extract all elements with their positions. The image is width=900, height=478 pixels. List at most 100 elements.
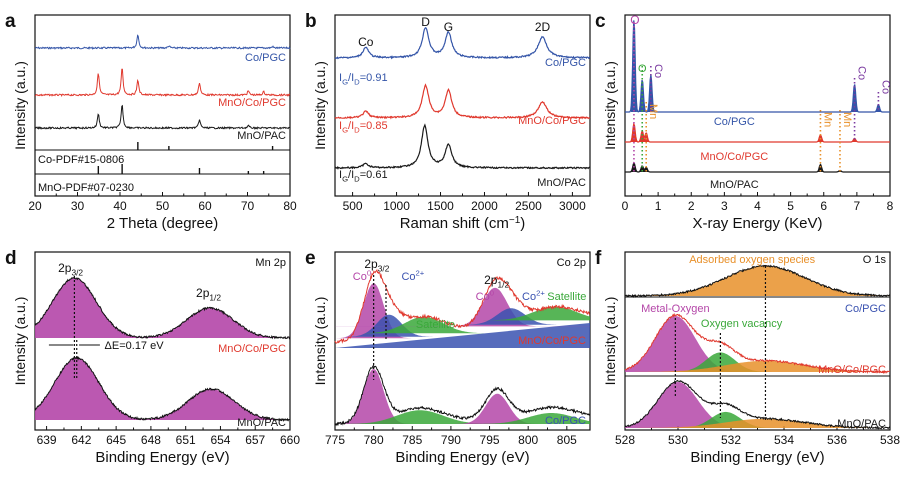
ratio-b-copgc-part: G: [342, 77, 348, 86]
co-p12: 2p1/2​: [484, 273, 509, 290]
co-co2-1: Co2+​: [401, 269, 424, 283]
raman-xlabel-a: Raman shift (cm: [400, 215, 509, 232]
label-a-mnopac: MnO/PAC: [237, 130, 286, 142]
label-d-mnocopgc: MnO/Co/PGC: [218, 343, 286, 355]
panel-e-xlabel: Binding Energy (eV): [395, 449, 529, 466]
el-c-mn-2: Mn: [821, 112, 833, 127]
panel-c-xtick-label: 2: [688, 199, 695, 213]
eds-spike: [639, 166, 646, 172]
eds-spike: [643, 167, 650, 172]
el-c-mn-1: Mn: [647, 104, 659, 119]
eds-spike: [851, 138, 858, 142]
el-c-o-2: O: [638, 63, 647, 75]
ratio-b-mnocopgc-part: G: [342, 125, 348, 134]
el-c-co-3: Co: [879, 80, 891, 94]
panel-d-ylabel: Intensity (a.u.): [12, 297, 28, 386]
co-co2-2: Co2+​: [522, 289, 545, 303]
ratio-b-mnocopgc-part: /I: [348, 120, 354, 132]
el-c-co-1: Co: [652, 64, 664, 78]
eds-spike: [639, 79, 646, 112]
ratio-b-copgc-part: =0.91: [360, 72, 388, 84]
panel-d-xlabel: Binding Energy (eV): [95, 449, 229, 466]
panel-a-xlabel: 2 Theta (degree): [107, 215, 218, 232]
label-f-copgc: Co/PGC: [845, 303, 886, 315]
mn-peak12-label: 2p1/2​: [196, 286, 221, 303]
panel-d-xtick-label: 654: [210, 433, 230, 447]
panel-f-letter: f: [595, 248, 602, 269]
label-e-mnocopgc: MnO/Co/PGC: [518, 335, 586, 347]
o-bot-fill-0: [625, 382, 890, 428]
label-c-mnocopgc: MnO/Co/PGC: [700, 151, 768, 163]
panel-d-frame: [34, 251, 291, 431]
o-top-fill: [625, 266, 890, 296]
label-c-mnopac: MnO/PAC: [710, 179, 759, 191]
panel-b-xtick-label: 500: [343, 199, 363, 213]
panel-f-xtick-label: 538: [880, 433, 900, 447]
o-metal-oxygen-label: Metal-Oxygen: [641, 303, 709, 315]
mn-corner: Mn 2p: [255, 257, 286, 269]
panel-d-xtick-label: 645: [106, 433, 126, 447]
eds-line-0: [625, 20, 890, 113]
co-satellite-1: Satellite: [416, 319, 455, 331]
mn-fill-1-1: [35, 389, 290, 420]
panel-e-xtick-label: 785: [402, 433, 422, 447]
ratio-b-mnopac-part: =0.61: [360, 169, 388, 181]
co-p32: 2p3/2​: [364, 257, 389, 274]
eds-spike: [817, 164, 824, 172]
eds-line-1: [625, 121, 890, 143]
mn-peak12-label-part: 2p: [196, 286, 210, 300]
co-up-fill-0: [335, 283, 590, 339]
el-c-mn-3: Mn: [841, 112, 853, 127]
mn-fill-0-1: [35, 308, 290, 338]
panel-a-xtick-label: 70: [241, 199, 255, 213]
co-co0-1-part: 0: [367, 269, 371, 278]
co-p12-part: 2p: [484, 273, 498, 287]
co-up-fill-2: [335, 316, 590, 334]
co-p12-part: 1/2: [497, 280, 509, 290]
co-co0-1: Co0​: [353, 269, 371, 283]
mn-peak12-label-part: 1/2: [209, 293, 221, 303]
band-2d: 2D: [535, 20, 551, 34]
panel-d-xtick-label: 648: [141, 433, 161, 447]
co-up-fill-5: [335, 306, 590, 321]
panel-a-xtick-label: 50: [156, 199, 170, 213]
co-co0-1-part: Co: [353, 271, 367, 283]
el-c-o-main: O: [630, 13, 639, 27]
ratio-b-copgc-part: /I: [348, 72, 354, 84]
panel-d-xtick-label: 657: [245, 433, 265, 447]
ratio-b-mnopac-part: D: [354, 174, 360, 183]
panel-b-xtick-label: 1500: [427, 199, 454, 213]
panel-f-ylabel: Intensity (a.u.): [602, 297, 618, 386]
panel-e-xtick-label: 790: [441, 433, 461, 447]
co-co0-2-part: 0: [490, 289, 494, 298]
eds-line-2: [625, 161, 890, 173]
ratio-b-mnopac: IG​/ID​=0.61: [339, 169, 388, 183]
eds-spike: [639, 131, 646, 142]
o-mid-line: [624, 312, 891, 375]
ratio-b-copgc-part: I: [339, 72, 342, 84]
co-co2-2-part: Co: [522, 291, 536, 303]
raman-line-1: [334, 83, 591, 120]
xrd-line-2: [34, 104, 291, 130]
o-bot-line: [624, 379, 891, 430]
panel-c-frame: [624, 14, 891, 197]
mn-line-0: [34, 276, 291, 340]
ratio-b-mnopac-part: /I: [348, 169, 354, 181]
label-f-mnopac: MnO/PAC: [837, 418, 886, 430]
raman-line-0: [334, 27, 591, 60]
co-co2-2-part: 2+: [536, 289, 545, 298]
mn-peak32-label-part: 3/2: [71, 268, 83, 278]
panel-a-xtick-label: 30: [71, 199, 85, 213]
panel-f-xlabel: Binding Energy (eV): [690, 449, 824, 466]
band-co: Co: [358, 35, 374, 49]
panel-d-xtick-label: 660: [280, 433, 300, 447]
panel-c-xtick-label: 0: [622, 199, 629, 213]
co-lo-fill-0: [335, 369, 590, 424]
raman-xlabel-c: ): [520, 215, 525, 232]
co-satellite-2: Satellite: [547, 291, 586, 303]
mn-peak32-label-part: 2p: [58, 261, 72, 275]
panel-e-xtick-label: 795: [480, 433, 500, 447]
ref-a-mno-label: MnO-PDF#07-0230: [38, 182, 134, 194]
xrd-line-0: [34, 34, 291, 50]
panel-a-xtick-label: 80: [283, 199, 297, 213]
